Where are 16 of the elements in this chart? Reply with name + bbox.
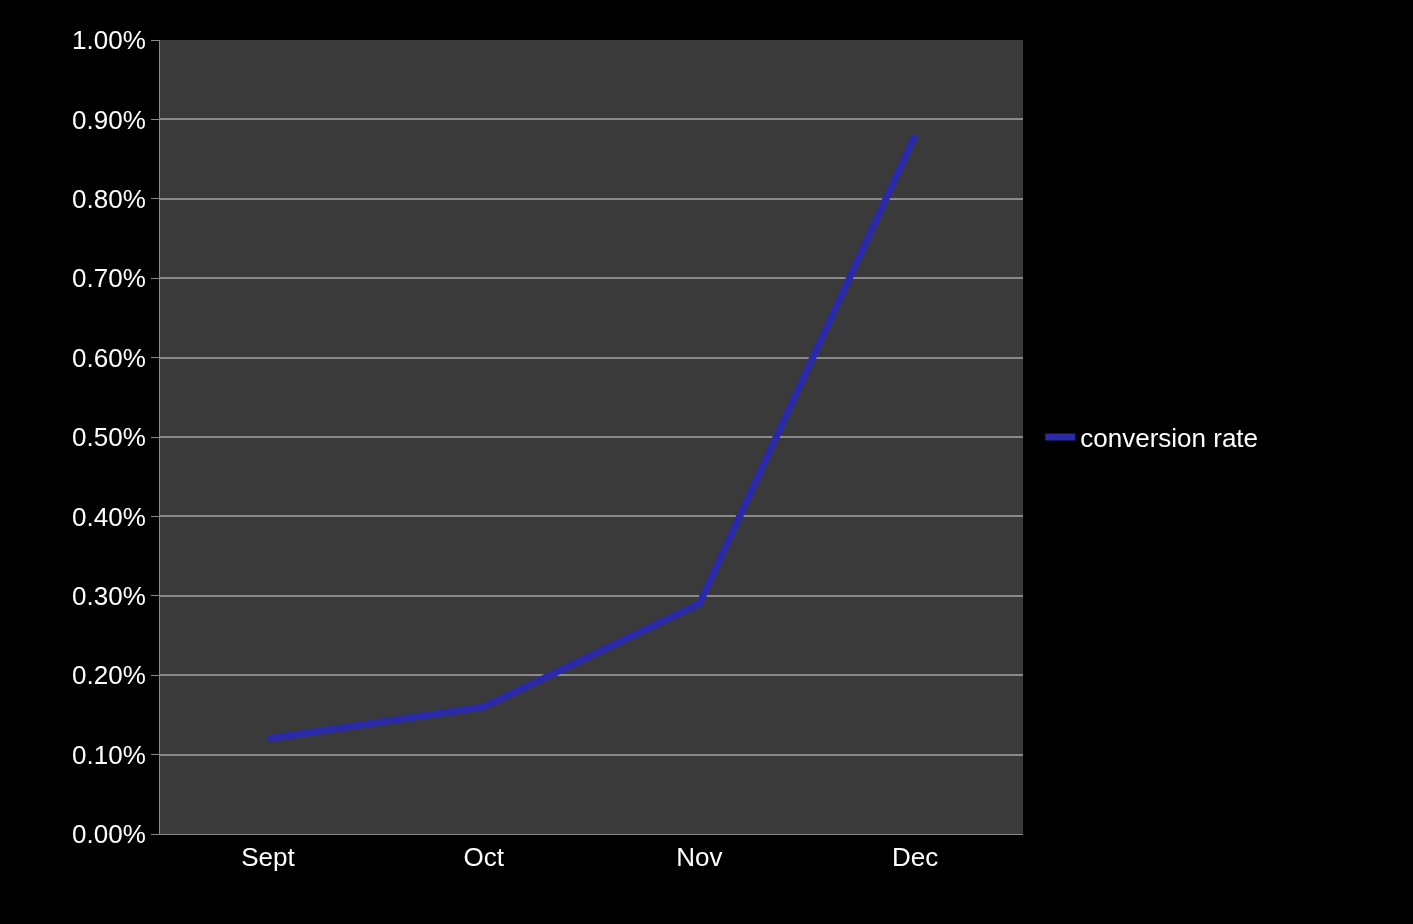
y-tick-label: 0.00% — [72, 819, 146, 850]
y-tick-label: 0.20% — [72, 660, 146, 691]
y-tick-label: 0.10% — [72, 739, 146, 770]
y-tick-label: 0.30% — [72, 580, 146, 611]
y-tick-label: 0.50% — [72, 422, 146, 453]
y-tick-label: 0.60% — [72, 342, 146, 373]
y-tick-label: 0.70% — [72, 263, 146, 294]
x-tick-label: Oct — [463, 842, 505, 873]
x-tick-label: Nov — [676, 842, 723, 873]
x-tick-label: Sept — [241, 842, 296, 873]
y-tick-label: 0.90% — [72, 104, 146, 135]
x-tick-label: Dec — [892, 842, 939, 873]
y-tick-label: 1.00% — [72, 25, 146, 56]
y-tick-label: 0.80% — [72, 183, 146, 214]
legend-label: conversion rate — [1080, 423, 1259, 454]
y-tick-label: 0.40% — [72, 501, 146, 532]
